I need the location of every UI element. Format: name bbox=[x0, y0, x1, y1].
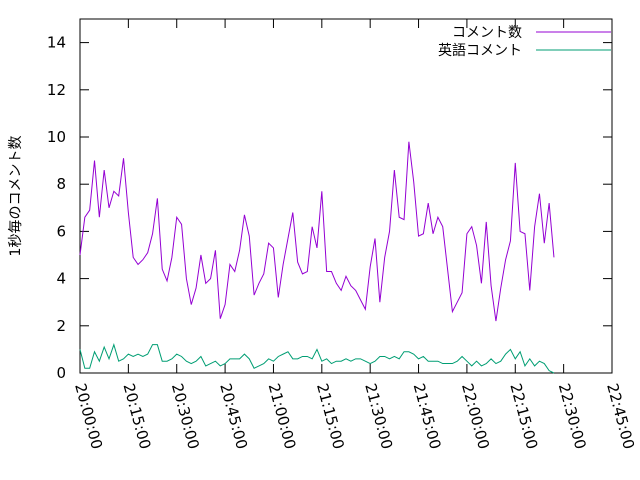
x-tick-label: 20:45:00 bbox=[216, 381, 251, 451]
y-tick-label: 12 bbox=[47, 81, 66, 99]
x-tick-label: 20:15:00 bbox=[119, 381, 154, 451]
y-tick-label: 6 bbox=[56, 222, 66, 240]
x-tick-label: 22:00:00 bbox=[458, 381, 493, 451]
y-tick-label: 4 bbox=[56, 270, 66, 288]
axes-group bbox=[79, 18, 613, 374]
x-tick-label: 22:15:00 bbox=[506, 381, 541, 451]
x-ticks-group: 20:00:00 20:15:00 20:30:00 20:45:00 21:00:00… bbox=[71, 19, 638, 451]
series-line-1 bbox=[79, 141, 555, 322]
x-tick-label: 21:15:00 bbox=[313, 381, 348, 451]
series-line-2 bbox=[79, 343, 555, 374]
x-tick-label: 21:00:00 bbox=[265, 381, 300, 451]
x-tick-label: 21:30:00 bbox=[361, 381, 396, 451]
series-group bbox=[79, 141, 555, 374]
x-tick-label: 20:30:00 bbox=[168, 381, 203, 451]
x-tick-label: 20:00:00 bbox=[71, 381, 106, 451]
legend-label-2: 英語コメント bbox=[438, 42, 522, 59]
y-axis-title: 1秒毎のコメント数 bbox=[8, 136, 24, 257]
x-tick-label: 22:30:00 bbox=[555, 381, 590, 451]
y-tick-label: 2 bbox=[56, 317, 66, 335]
y-ticks-group: 0 2 4 6 8 10 12 14 bbox=[47, 34, 612, 382]
y-tick-label: 14 bbox=[47, 34, 66, 52]
legend-label-1: コメント数 bbox=[452, 25, 522, 41]
x-tick-label: 22:45:00 bbox=[603, 381, 638, 451]
y-tick-label: 10 bbox=[47, 128, 66, 146]
y-tick-label: 8 bbox=[56, 175, 66, 193]
y-tick-label: 0 bbox=[56, 364, 66, 382]
x-tick-label: 21:45:00 bbox=[410, 381, 445, 451]
plot-frame bbox=[79, 18, 613, 374]
